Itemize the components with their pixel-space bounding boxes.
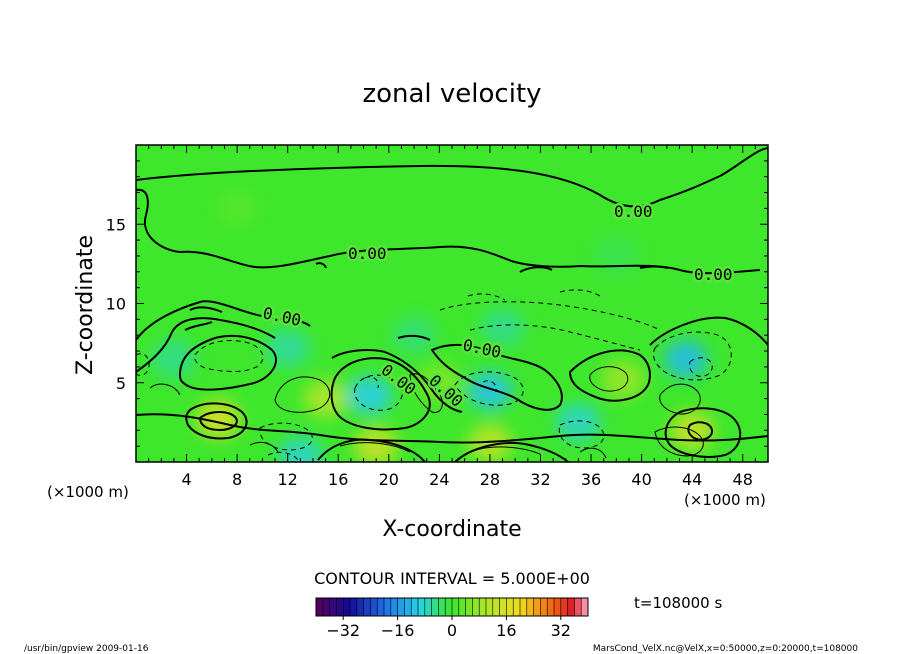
colorbar-segment — [370, 598, 378, 616]
field-feature — [467, 423, 513, 462]
field-feature — [467, 371, 513, 410]
field-feature — [480, 308, 525, 347]
field-feature — [347, 376, 392, 415]
colorbar-segment — [390, 598, 399, 616]
colorbar-segment — [499, 598, 507, 616]
x-tick-label: 12 — [278, 470, 298, 489]
x-axis-label: X-coordinate — [382, 517, 521, 542]
x-axis: 4 8 12 16 20 24 28 32 36 40 44 48 — [148, 145, 756, 489]
x-tick-label: 36 — [581, 470, 601, 489]
field-feature — [278, 436, 323, 462]
colorbar-segment — [465, 598, 473, 616]
colorbar-segment — [384, 598, 392, 616]
y-tick-label: 5 — [116, 374, 126, 393]
x-tick-label: 16 — [328, 470, 348, 489]
x-unit-label-left: (×1000 m) — [47, 483, 129, 501]
colorbar-segment — [547, 598, 555, 616]
colorbar-tick-label: −16 — [381, 621, 415, 640]
colorbar-segment — [431, 598, 439, 616]
x-tick-label: 24 — [429, 470, 449, 489]
chart-title: zonal velocity — [362, 79, 541, 109]
x-tick-label: 4 — [181, 470, 191, 489]
field-feature — [215, 189, 260, 228]
x-tick-label: 40 — [631, 470, 651, 489]
negative-contours — [136, 289, 732, 461]
contour-label: 0.00 — [348, 244, 387, 263]
field-feature — [663, 339, 708, 378]
colorbar-segment — [350, 598, 358, 616]
colorbar-segment — [560, 598, 569, 616]
colorbar-segment — [472, 598, 480, 616]
colorbar-segment — [452, 598, 460, 616]
colorbar-segment — [404, 598, 412, 616]
colorbar-segment — [445, 598, 453, 616]
colorbar-segment — [377, 598, 385, 616]
colorbar-tick-label: 0 — [447, 621, 457, 640]
colorbar-segment — [411, 598, 419, 616]
colorbar-segment — [574, 598, 582, 616]
field-feature — [600, 360, 645, 399]
colorbar-segment — [479, 598, 487, 616]
y-tick-label: 10 — [106, 295, 126, 314]
colorbar-segment — [363, 598, 371, 616]
footer-right: MarsCond_VelX.nc@VelX,x=0:50000,z=0:2000… — [593, 644, 858, 654]
field-feature — [354, 427, 399, 462]
field-feature — [556, 403, 601, 442]
colorbar-segment — [506, 598, 514, 616]
colorbar-segment — [438, 598, 446, 616]
contour-label: 0.00 — [694, 265, 733, 284]
x-unit-label-right: (×1000 m) — [684, 491, 766, 509]
colorbar-segment — [322, 598, 331, 616]
zero-contours — [136, 147, 768, 462]
field-feature — [417, 363, 462, 402]
colorbar-segment — [329, 598, 337, 616]
field-feature — [303, 379, 348, 418]
colorbar-segment — [554, 598, 562, 616]
plot-area — [136, 145, 768, 462]
x-tick-label: 44 — [682, 470, 702, 489]
footer-left: /usr/bin/gpview 2009-01-16 — [24, 644, 149, 654]
colorbar-segment — [513, 598, 521, 616]
x-tick-label: 28 — [480, 470, 500, 489]
colorbar-segment — [526, 598, 535, 616]
contour-label: 0.00 — [614, 202, 653, 221]
colorbar-segment — [533, 598, 541, 616]
contour-interval: CONTOUR INTERVAL = 5.000E+00 — [314, 569, 590, 588]
colorbar-segment — [520, 598, 528, 616]
y-tick-label: 15 — [106, 215, 126, 234]
colorbar-tick-label: 16 — [496, 621, 516, 640]
colorbar-tick-label: −32 — [326, 621, 360, 640]
colorbar-segment — [316, 598, 324, 616]
colorbar-segment — [458, 598, 467, 616]
colorbar-segment — [356, 598, 365, 616]
colorbar-segment — [418, 598, 426, 616]
x-tick-label: 20 — [379, 470, 399, 489]
y-axis-label: Z-coordinate — [73, 235, 98, 375]
colorbar-segment — [540, 598, 548, 616]
colorbar-segment — [397, 598, 405, 616]
y-axis: 5 10 15 — [106, 160, 768, 447]
colorbar-segment — [492, 598, 501, 616]
x-tick-label: 8 — [232, 470, 242, 489]
colorbar: −32 −16 0 16 32 — [315, 597, 589, 640]
field-feature — [265, 328, 310, 367]
colorbar-segment — [567, 598, 575, 616]
colorbar-segment — [486, 598, 494, 616]
colorbar-segment — [581, 598, 589, 616]
colorbar-segment — [424, 598, 433, 616]
colorbar-segment — [343, 598, 351, 616]
positive-contours — [149, 366, 704, 459]
field-feature — [594, 236, 639, 275]
colorbar-tick-label: 32 — [551, 621, 571, 640]
field-feature — [151, 339, 197, 378]
time-label: t=108000 s — [634, 594, 722, 612]
x-tick-label: 48 — [733, 470, 753, 489]
field-shading — [151, 189, 715, 462]
colorbar-segment — [336, 598, 344, 616]
x-tick-label: 32 — [530, 470, 550, 489]
